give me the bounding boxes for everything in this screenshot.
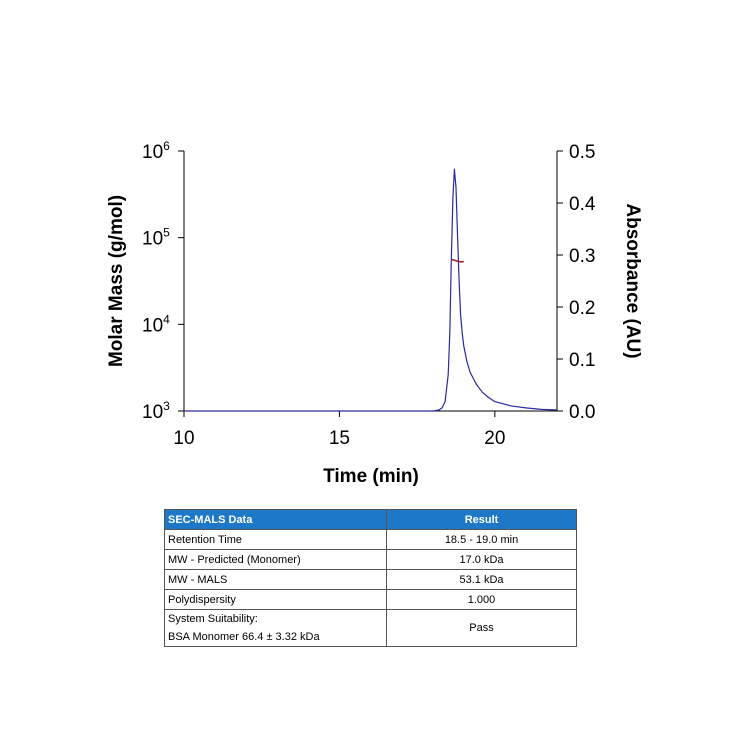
left-tick-label: 105 [142, 226, 170, 250]
row-label: MW - MALS [164, 569, 387, 590]
row-label-line1: System Suitability: [168, 613, 258, 625]
row-value: 17.0 kDa [386, 549, 577, 570]
right-axis-title: Absorbance (AU) [622, 203, 643, 358]
x-tick-label: 10 [173, 428, 194, 449]
table-row: System Suitability: BSA Monomer 66.4 ± 3… [164, 609, 577, 647]
table-header-result: Result [386, 509, 577, 530]
x-axis-title: Time (min) [323, 466, 419, 487]
absorbance-series-line [184, 168, 558, 412]
x-tick-label: 20 [484, 428, 505, 449]
right-tick-label: 0.3 [569, 246, 595, 267]
left-axis-title: Molar Mass (g/mol) [106, 195, 127, 367]
row-label: Retention Time [164, 529, 387, 550]
left-tick-label: 104 [142, 312, 170, 336]
right-tick-label: 0.2 [569, 298, 595, 319]
chart-axes [183, 151, 558, 412]
table-row: Retention Time 18.5 - 19.0 min [164, 529, 577, 550]
left-axis-ticks: 103 104 105 106 [142, 139, 184, 423]
right-tick-label: 0.4 [569, 194, 596, 215]
table-row: Polydispersity 1.000 [164, 589, 577, 610]
right-axis-ticks: 0.0 0.1 0.2 0.3 0.4 0.5 [557, 142, 596, 423]
row-label: System Suitability: BSA Monomer 66.4 ± 3… [164, 609, 387, 647]
table-row: MW - Predicted (Monomer) 17.0 kDa [164, 549, 577, 570]
row-value: Pass [386, 609, 577, 647]
x-tick-label: 15 [329, 428, 350, 449]
chart-series [184, 168, 558, 412]
row-label-line2: BSA Monomer 66.4 ± 3.32 kDa [168, 631, 320, 643]
sec-mals-chart: 103 104 105 106 0.0 0.1 0.2 0.3 0.4 0.5 10 15 20 T… [106, 139, 643, 487]
x-axis-ticks: 10 15 20 [173, 411, 505, 449]
sec-mals-results-table: SEC-MALS Data Result Retention Time 18.5… [164, 509, 577, 647]
molar-mass-series-line [451, 258, 464, 263]
left-tick-label: 103 [142, 399, 170, 423]
row-value: 1.000 [386, 589, 577, 610]
table-row: MW - MALS 53.1 kDa [164, 569, 577, 590]
left-tick-label: 106 [142, 139, 170, 163]
table-header-data: SEC-MALS Data [164, 509, 387, 530]
row-value: 53.1 kDa [386, 569, 577, 590]
table-header-row: SEC-MALS Data Result [164, 509, 577, 530]
right-tick-label: 0.0 [569, 402, 595, 423]
row-value: 18.5 - 19.0 min [386, 529, 577, 550]
row-label: Polydispersity [164, 589, 387, 610]
right-tick-label: 0.1 [569, 350, 595, 371]
row-label: MW - Predicted (Monomer) [164, 549, 387, 570]
right-tick-label: 0.5 [569, 142, 595, 163]
